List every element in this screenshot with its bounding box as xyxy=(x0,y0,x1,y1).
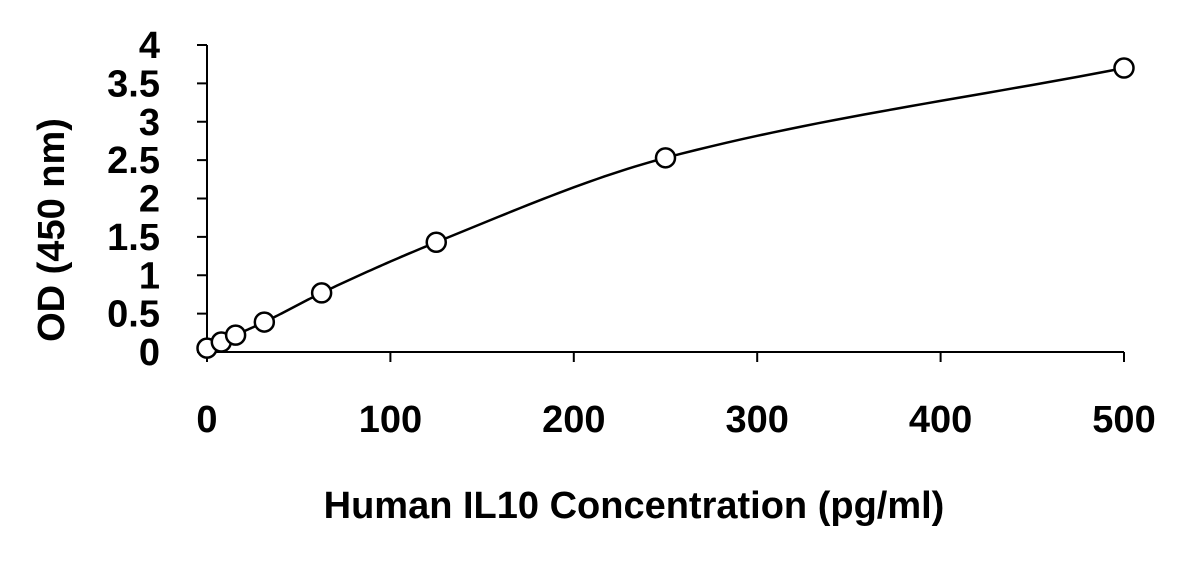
y-tick-label: 0 xyxy=(139,332,160,374)
x-axis-ticks: 0 100 200 300 400 500 xyxy=(196,352,1156,441)
axes xyxy=(206,45,1124,353)
x-tick-label: 200 xyxy=(542,399,605,441)
x-tick-label: 0 xyxy=(196,399,217,441)
data-point xyxy=(224,324,247,346)
y-axis-ticks: 00.511.522.533.54 xyxy=(107,25,207,374)
fitted-curve-layer xyxy=(206,66,1125,350)
y-tick-label: 3 xyxy=(139,102,160,144)
x-axis-title: Human IL10 Concentration (pg/ml) xyxy=(324,485,945,527)
x-tick-label: 400 xyxy=(909,399,972,441)
data-point xyxy=(425,231,447,253)
y-tick-label: 1.5 xyxy=(107,217,160,259)
x-tick-label: 100 xyxy=(359,399,422,441)
y-tick-label: 2 xyxy=(139,179,160,221)
y-tick-label: 1 xyxy=(139,255,160,297)
y-tick-label: 0.5 xyxy=(107,294,160,336)
y-tick-label: 3.5 xyxy=(107,63,160,105)
data-point xyxy=(654,147,677,169)
data-point xyxy=(253,311,276,333)
y-tick-label: 4 xyxy=(139,25,160,67)
fitted-curve xyxy=(206,66,1125,350)
x-tick-label: 500 xyxy=(1092,399,1155,441)
y-axis-title: OD (450 nm) xyxy=(31,118,73,342)
data-point xyxy=(310,282,333,304)
y-tick-label: 2.5 xyxy=(107,140,160,182)
data-points xyxy=(196,57,1135,359)
data-point xyxy=(1113,57,1135,79)
x-tick-label: 300 xyxy=(725,399,788,441)
